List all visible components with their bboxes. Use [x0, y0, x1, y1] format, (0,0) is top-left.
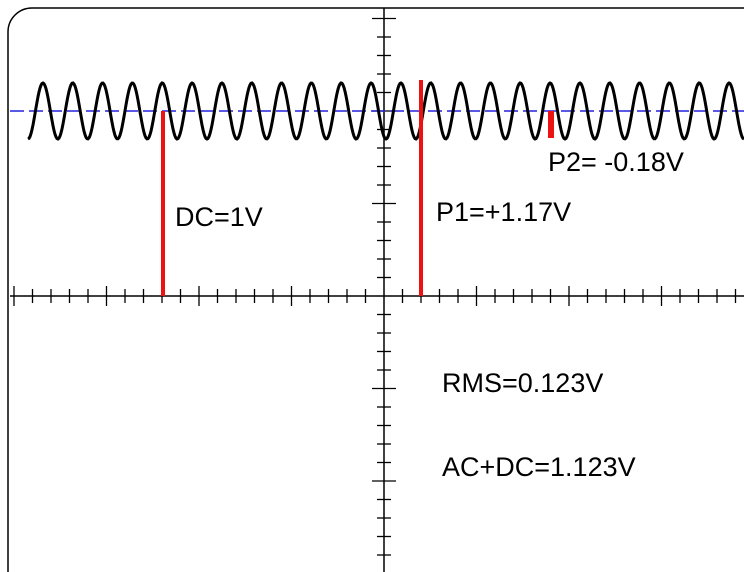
p2-label: P2= -0.18V	[548, 147, 684, 177]
p1-label: P1=+1.17V	[436, 197, 571, 227]
ac-waveform-trace	[27, 81, 744, 141]
y-axis-ticks	[372, 17, 396, 556]
screen-frame	[7, 7, 744, 572]
dc-label: DC=1V	[175, 202, 263, 232]
ac-dc-label: AC+DC=1.123V	[442, 452, 636, 482]
rms-label: RMS=0.123V	[442, 368, 603, 398]
